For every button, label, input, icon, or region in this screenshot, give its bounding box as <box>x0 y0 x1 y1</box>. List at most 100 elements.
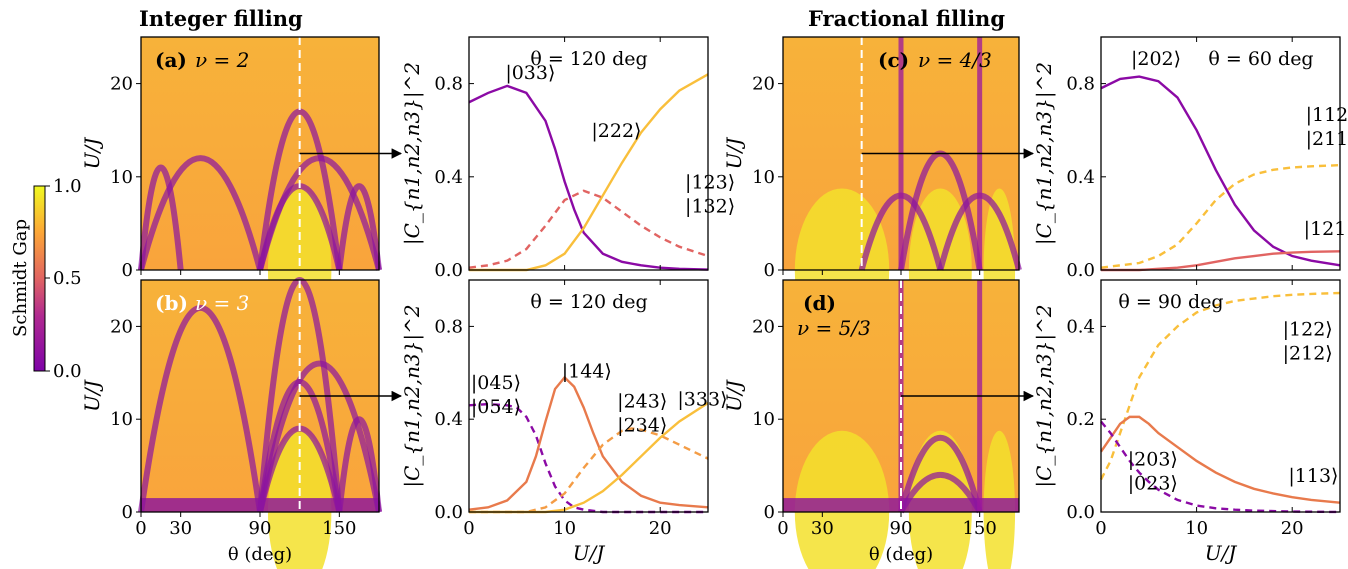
y-tick-label: 10 <box>110 409 133 430</box>
y-axis-label: |C_{n1,n2,n3}|^2 <box>400 304 425 487</box>
series-label: |122⟩ <box>1283 319 1333 341</box>
heatmap-minimum-arc <box>336 416 382 513</box>
heatmap-minimum-arc <box>138 164 184 271</box>
series-label: |023⟩ <box>1128 473 1178 495</box>
panel-title: θ = 60 deg <box>1208 48 1313 70</box>
colorbar-tick-min: 0.0 <box>53 361 82 382</box>
series-label: |243⟩ <box>617 391 667 413</box>
panel-frame <box>140 279 380 513</box>
panel-d-right: 0 10 20 0.0 0.2 0.4 |C_{n1,n2,n3}|^2 U/J θ = 90 … <box>1032 279 1341 565</box>
series-line <box>1099 291 1341 481</box>
y-axis-label: U/J <box>722 137 746 170</box>
y-tick-label: 0 <box>122 502 133 523</box>
panel-frame <box>468 279 709 513</box>
heatmap-minimum-arc <box>898 471 983 514</box>
y-axis-label: |C_{n1,n2,n3}|^2 <box>1032 62 1057 245</box>
y-tick-label: 0.0 <box>1066 260 1095 281</box>
y-tick-label: 20 <box>752 316 775 337</box>
panel-annotation: ν = 2 <box>195 48 249 72</box>
heading-integer-filling: Integer filling <box>139 6 303 31</box>
x-axis-label: θ (deg) <box>228 544 292 565</box>
colorbar-gradient <box>33 185 46 372</box>
x-tick-label: 30 <box>811 518 834 539</box>
series-line <box>1100 415 1341 504</box>
x-tick-label: 90 <box>249 518 272 539</box>
x-tick-label: 10 <box>553 518 576 539</box>
heatmap-minimum-arc <box>898 434 983 513</box>
series-label: |113⟩ <box>1288 465 1338 487</box>
series-line <box>468 402 708 514</box>
panel-frame <box>1100 36 1341 271</box>
series-label: |222⟩ <box>591 120 641 142</box>
x-tick-label: 0 <box>1095 518 1106 539</box>
series-line <box>469 401 709 514</box>
x-axis-label: θ (deg) <box>869 544 933 565</box>
colorbar-tick-mid: 0.5 <box>53 268 82 289</box>
heading-fractional-filling: Fractional filling <box>808 6 1005 31</box>
x-tick-label: 0 <box>135 518 146 539</box>
colorbar: 1.0 0.5 0.0 Schmidt Gap <box>10 176 82 382</box>
y-tick-label: 0.0 <box>1066 502 1095 523</box>
y-tick-label: 0.8 <box>434 316 463 337</box>
x-tick-label: 0 <box>777 518 788 539</box>
series-line <box>469 73 709 272</box>
series-label: |054⟩ <box>471 396 521 418</box>
y-tick-label: 10 <box>110 167 133 188</box>
panel-frame <box>782 279 1020 513</box>
y-tick-label: 0.8 <box>1066 74 1095 95</box>
panels: (a) ν = 2 0 10 20 U/J 0.0 0.4 0.8 |C_{n1,n2,n3}|^… <box>80 36 1348 569</box>
series-label: |211⟩ <box>1306 128 1348 150</box>
series-label: |045⟩ <box>471 372 521 394</box>
series-label: |203⟩ <box>1128 449 1178 471</box>
heatmap-minimum-arc <box>257 108 343 271</box>
title-prefix: |202⟩ <box>1131 48 1181 70</box>
series-line <box>469 427 709 514</box>
x-tick-label: 30 <box>169 518 192 539</box>
y-tick-label: 10 <box>752 409 775 430</box>
heatmap-minimum-arc <box>336 183 382 271</box>
series-label: |144⟩ <box>562 360 612 382</box>
y-axis-label: U/J <box>80 379 104 412</box>
y-tick-label: 0 <box>764 502 775 523</box>
y-tick-label: 0.8 <box>434 74 463 95</box>
x-tick-label: 90 <box>890 518 913 539</box>
panel-label: (d) <box>803 291 836 315</box>
panel-b: (b) ν = 3 0 30 90 150 0 10 20 U/J θ (deg) <box>80 277 403 569</box>
y-axis-label: U/J <box>722 379 746 412</box>
series-line <box>468 189 709 269</box>
series-label: |212⟩ <box>1283 343 1333 365</box>
panel-d: (d)ν = 5/3 0 30 90 150 0 10 20 U/J θ (deg) <box>722 279 1035 569</box>
heatmap-minimum-arc <box>257 155 382 271</box>
y-tick-label: 10 <box>752 167 775 188</box>
y-tick-label: 0.0 <box>434 260 463 281</box>
heatmap-minimum-arc <box>257 360 382 513</box>
series-line <box>1100 75 1341 267</box>
panel-annotation: ν = 4/3 <box>918 48 992 72</box>
series-label: |123⟩ <box>685 171 735 193</box>
panel-annotation: ν = 3 <box>195 291 249 315</box>
x-tick-label: 0 <box>463 518 474 539</box>
series-line <box>1101 250 1341 272</box>
panel-frame <box>468 36 709 271</box>
y-tick-label: 20 <box>110 74 133 95</box>
y-axis-label: |C_{n1,n2,n3}|^2 <box>1032 304 1057 487</box>
panel-a-right: 0.0 0.4 0.8 |C_{n1,n2,n3}|^2 θ = 120 deg|033… <box>400 36 735 281</box>
y-tick-label: 0.4 <box>434 167 463 188</box>
y-axis-label: U/J <box>80 137 104 170</box>
x-tick-label: 150 <box>962 518 996 539</box>
heatmap-minimum-arc <box>138 305 263 513</box>
y-tick-label: 0.4 <box>434 409 463 430</box>
y-axis-label: |C_{n1,n2,n3}|^2 <box>400 62 425 245</box>
y-tick-label: 0 <box>764 260 775 281</box>
series-label: |121⟩ <box>1304 218 1348 240</box>
panel-title: θ = 90 deg <box>1118 291 1223 313</box>
y-tick-label: 0.2 <box>1066 409 1095 430</box>
series-label: |333⟩ <box>677 388 727 410</box>
y-tick-label: 0.0 <box>434 502 463 523</box>
series-label: |234⟩ <box>617 415 667 437</box>
x-tick-label: 20 <box>1281 518 1304 539</box>
y-tick-label: 0.4 <box>1066 316 1095 337</box>
series-label: |132⟩ <box>685 195 735 217</box>
series-label: |033⟩ <box>505 62 555 84</box>
